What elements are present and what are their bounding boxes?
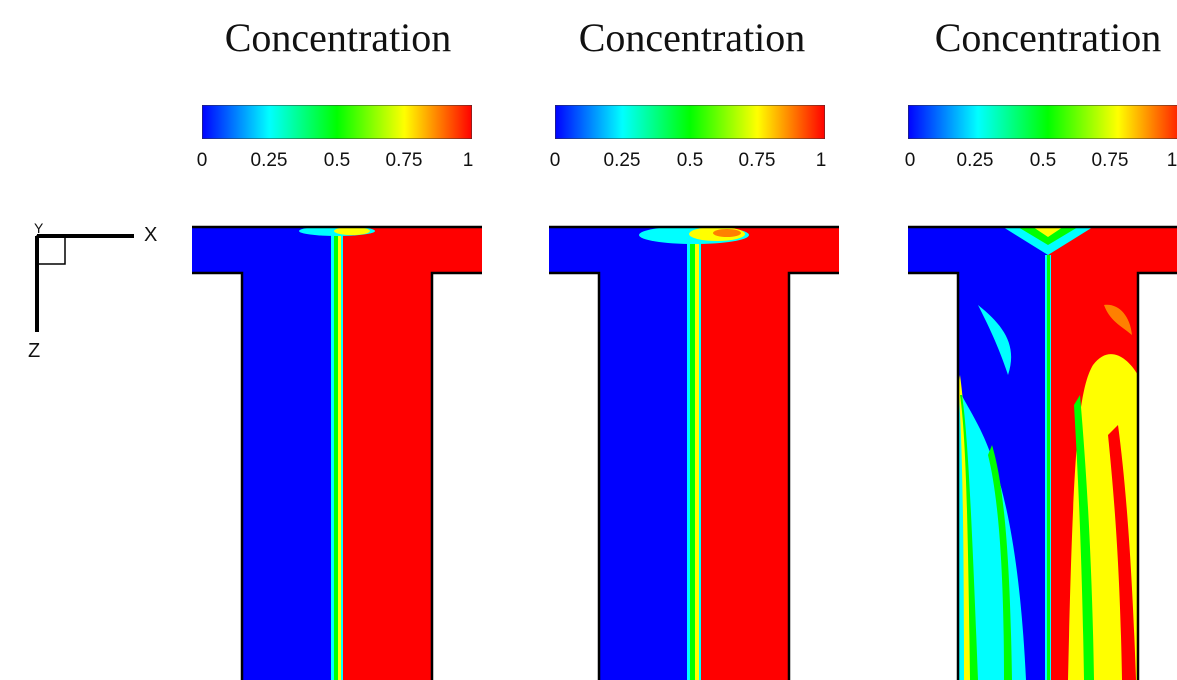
panel-2-title: Concentration [578, 15, 806, 60]
panel-1-tick-0: 0 [196, 150, 208, 171]
panel-3-tick-2: 0.5 [1029, 150, 1057, 171]
panel-2-tick-4: 1 [815, 150, 827, 171]
panel-1-tick-1: 0.25 [250, 150, 288, 171]
panel-2-tick-0: 0 [549, 150, 561, 171]
panel-1-tick-2: 0.5 [323, 150, 351, 171]
axes-triad-graphic [35, 234, 134, 332]
panel-3-title: Concentration [934, 15, 1162, 60]
panel-3-tick-3: 0.75 [1091, 150, 1129, 171]
panel-3-tick-1: 0.25 [956, 150, 994, 171]
panel-1-tick-4: 1 [462, 150, 474, 171]
panel-1-title: Concentration [224, 15, 452, 60]
z-axis-label: Z [28, 340, 41, 362]
panel-3-concentration-field [908, 225, 1177, 680]
panel-2-tick-1: 0.25 [603, 150, 641, 171]
axes-triad: Y X Z [26, 220, 176, 367]
panel-3-tick-4: 1 [1166, 150, 1177, 171]
panel-1-colorbar [202, 105, 472, 139]
panel-1-tick-3: 0.75 [385, 150, 423, 171]
panel-3-tick-0: 0 [904, 150, 916, 171]
panel-2-concentration-field [549, 225, 839, 680]
panel-2-tick-2: 0.5 [676, 150, 704, 171]
panel-1-concentration-field [192, 225, 482, 680]
panel-3-colorbar [908, 105, 1177, 139]
x-axis-label: X [144, 224, 158, 246]
panel-2-colorbar [555, 105, 825, 139]
y-axis-label: Y [34, 220, 44, 236]
panel-2-tick-3: 0.75 [738, 150, 776, 171]
